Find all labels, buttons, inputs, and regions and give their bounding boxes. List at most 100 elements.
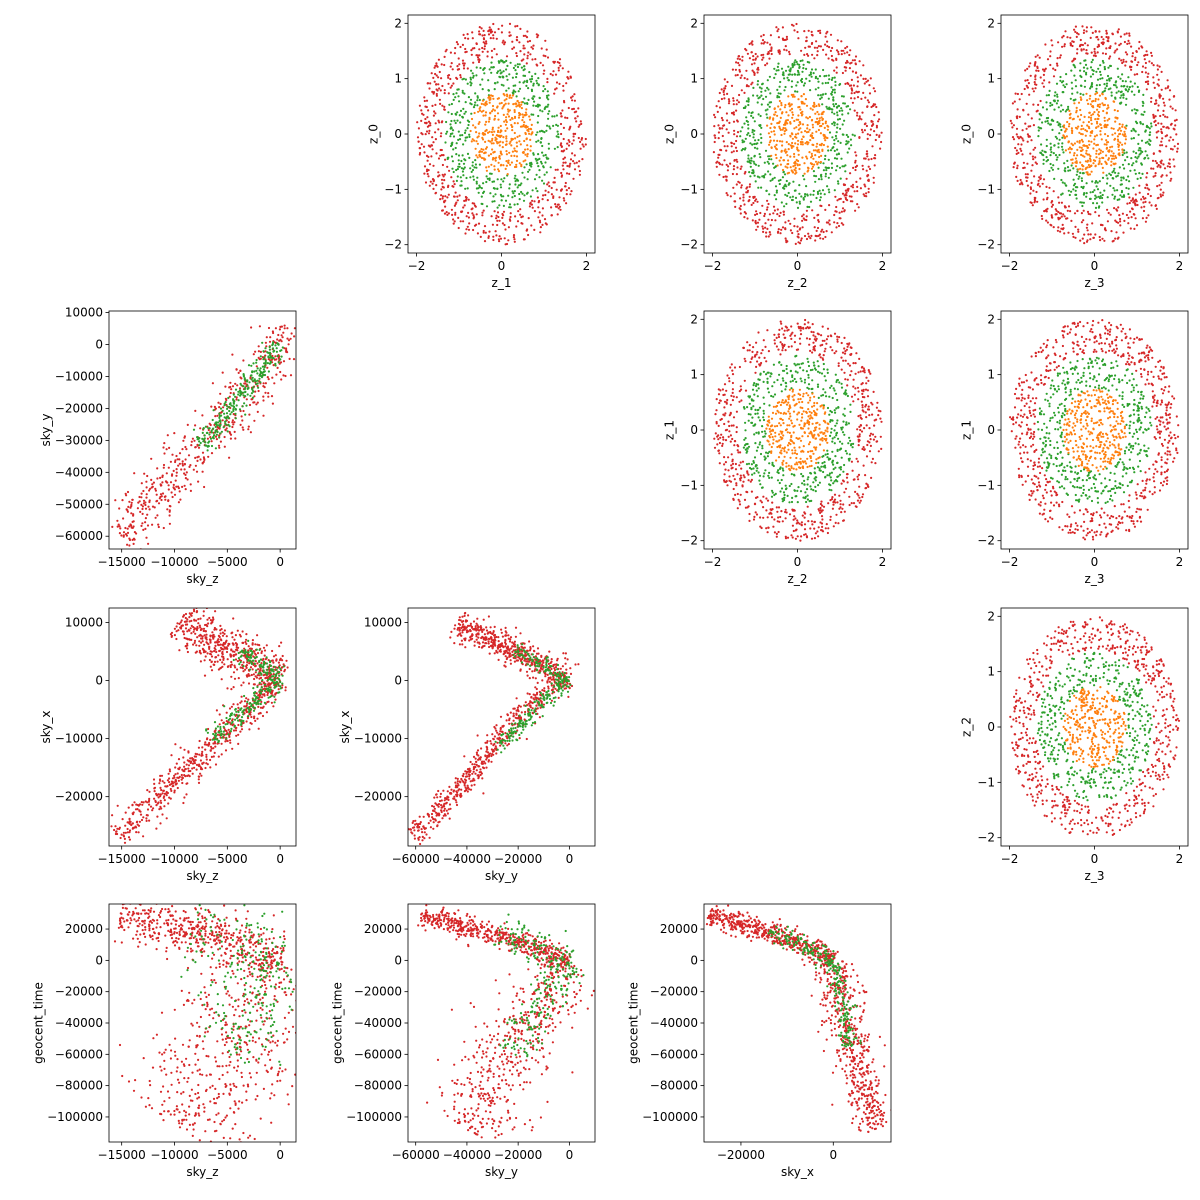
scatter-point [1086,210,1090,213]
scatter-point [552,196,555,199]
scatter-point [1129,80,1132,83]
scatter-point [814,160,818,163]
scatter-point [1102,38,1105,41]
scatter-point [1158,93,1161,96]
scatter-point [1071,92,1074,95]
scatter-point [780,201,783,204]
scatter-point [562,99,566,103]
scatter-point [1105,84,1108,88]
scatter-point [855,71,858,74]
scatter-point [725,163,728,166]
scatter-point [1042,73,1045,76]
scatter-point [777,62,780,65]
scatter-point [1063,137,1066,140]
scatter-point [513,147,516,150]
scatter-point [822,354,825,357]
scatter-point [455,41,458,44]
scatter-point [544,189,547,192]
scatter-point [740,476,743,479]
scatter-point [1016,117,1019,120]
scatter-point [1099,149,1102,152]
scatter-point [766,116,769,119]
scatter-point [1072,178,1075,181]
scatter-point [741,147,745,151]
scatter-point [735,396,738,399]
scatter-point [541,130,544,133]
scatter-point [499,186,503,189]
scatter-point [1114,219,1117,222]
scatter-point [775,69,778,72]
scatter-point [544,106,547,109]
scatter-point [800,100,803,103]
scatter-point [801,141,804,144]
scatter-point [837,104,840,107]
scatter-point [857,398,860,401]
scatter-point [442,154,445,157]
scatter-point [432,114,435,117]
scatter-point [732,497,735,500]
scatter-point [768,193,771,196]
scatter-point [1063,126,1066,129]
scatter-point [1118,127,1121,130]
scatter-point [871,145,874,148]
scatter-point [836,106,839,109]
scatter-point [496,97,499,100]
scatter-point [865,80,868,83]
scatter-point [1130,45,1133,48]
scatter-point [829,33,833,36]
scatter-point [773,133,776,136]
scatter-point [814,154,817,157]
scatter-point [785,111,788,114]
scatter-point [529,53,532,56]
scatter-point [1050,146,1053,149]
scatter-point [738,58,742,61]
scatter-point [464,199,467,202]
scatter-point [739,479,742,482]
scatter-point [874,154,877,157]
scatter-point [821,325,824,328]
scatter-point [840,107,843,110]
scatter-point [839,217,842,220]
scatter-point [1155,136,1159,139]
scatter-point [1154,124,1157,127]
scatter-point [475,140,478,143]
scatter-point [1086,146,1089,149]
scatter-point [864,411,867,414]
scatter-point [1058,138,1061,141]
scatter-point [762,33,765,37]
scatter-point [858,357,861,360]
scatter-point [1044,120,1047,123]
scatter-point [505,116,508,119]
scatter-point [438,70,441,74]
scatter-point [1081,25,1084,28]
scatter-point [835,434,838,437]
scatter-point [763,356,766,359]
scatter-point [770,146,773,149]
scatter-point [840,510,843,514]
scatter-point [815,104,818,108]
scatter-point [795,84,798,87]
scatter-point [557,207,560,210]
scatter-point [1096,188,1100,191]
scatter-point [791,195,795,198]
scatter-point [809,73,813,76]
scatter-point [574,117,577,120]
scatter-point [1041,153,1044,156]
scatter-point [828,46,831,49]
scatter-point [866,79,870,82]
scatter-point [807,321,810,324]
scatter-point [578,169,582,173]
scatter-point [1092,54,1096,57]
scatter-point [443,179,446,182]
scatter-point [1101,43,1105,46]
scatter-point [836,111,839,114]
scatter-point [795,201,798,204]
scatter-point [485,129,488,132]
scatter-point [440,194,443,197]
scatter-point [462,206,465,209]
scatter-point [799,539,802,542]
scatter-point [1130,137,1133,140]
scatter-point [1055,62,1059,65]
scatter-point [841,71,845,75]
scatter-point [843,491,846,494]
